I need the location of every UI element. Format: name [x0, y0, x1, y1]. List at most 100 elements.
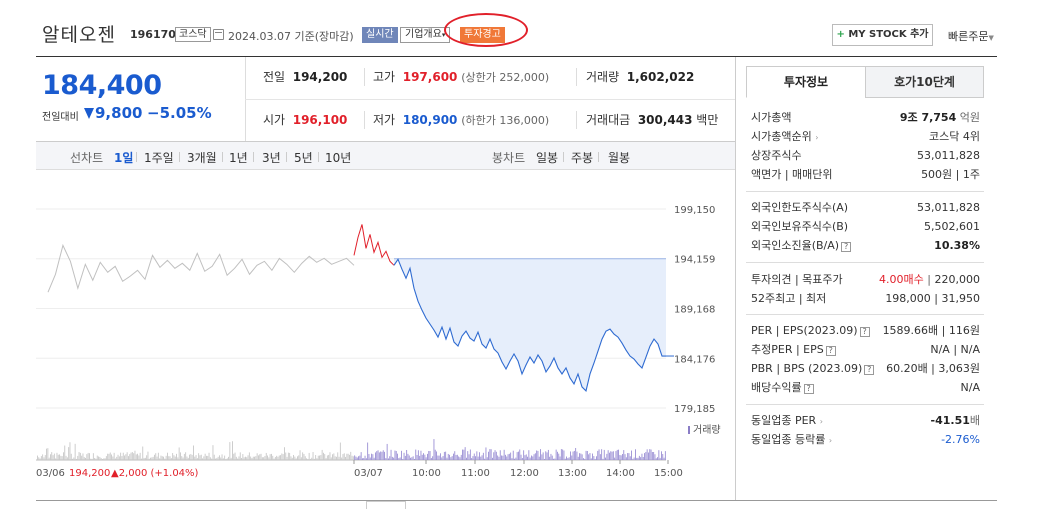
chevron-down-icon: ▼ [988, 34, 994, 42]
volume-bar [133, 453, 135, 460]
period-1d[interactable]: 1일 [114, 151, 134, 165]
help-icon[interactable]: ? [864, 365, 875, 375]
volume-bar [566, 456, 567, 460]
volume-bar [46, 448, 47, 460]
x-tick-label: 10:00 [412, 468, 441, 479]
volume-bar [406, 449, 408, 460]
help-icon[interactable]: ? [803, 384, 814, 394]
row-market-cap-rank[interactable]: 시가총액순위 › 코스닥 4위 [751, 130, 980, 143]
volume-bar [76, 458, 77, 460]
volume-bar [207, 455, 209, 460]
volume-bar [91, 458, 93, 460]
row-sector-change[interactable]: 동일업종 등락률 › -2.76% [751, 433, 980, 446]
volume-bar [351, 455, 353, 460]
tab-investment-info[interactable]: 투자정보 [746, 66, 866, 98]
period-10y[interactable]: 10년 [325, 151, 352, 165]
volume-bar [459, 457, 461, 460]
price-chart[interactable]: 199,150 194,159 189,168 184,176 179,185 03/0… [36, 180, 736, 509]
realtime-badge[interactable]: 실시간 [362, 27, 398, 43]
volume-bar [250, 456, 252, 460]
divider [364, 68, 365, 86]
volume-bar [575, 447, 577, 460]
volume-bar [460, 454, 462, 460]
volume-bar [152, 456, 154, 460]
volume-bar [308, 452, 310, 460]
volume-bar [254, 456, 255, 460]
volume-bar [649, 449, 651, 460]
volume-bar [56, 452, 58, 460]
volume-bar [87, 452, 89, 460]
volume-bar [83, 457, 85, 460]
volume-bar [193, 445, 194, 460]
add-mystock-button[interactable]: + MY STOCK 추가 [832, 24, 933, 46]
volume-bar [268, 457, 270, 460]
volume-bar [596, 456, 597, 460]
volume-bar [398, 458, 400, 460]
volume-bar [142, 446, 144, 460]
candle-monthly[interactable]: 월봉 [608, 151, 631, 165]
row-sector-per[interactable]: 동일업종 PER › -41.51배 [751, 414, 980, 427]
period-1y[interactable]: 1년 [229, 151, 248, 165]
stock-header: 알테오젠 196170 코스닥 2024.03.07 기준(장마감) 실시간 기… [0, 0, 1037, 54]
row-foreign-limit: 외국인한도주식수(A) 53,011,828 [751, 201, 980, 214]
volume-bar [122, 452, 124, 460]
volume-bar [176, 453, 177, 460]
volume-bar [590, 458, 592, 460]
chart-scroll-handle[interactable] [366, 501, 406, 509]
volume-bar [632, 458, 634, 460]
period-3y[interactable]: 3년 [262, 151, 281, 165]
period-5y[interactable]: 5년 [294, 151, 313, 165]
volume-bar [498, 456, 500, 460]
divider [318, 152, 319, 162]
volume-bar [295, 458, 297, 460]
y-tick-label: 179,185 [674, 404, 715, 415]
volume-bar [198, 453, 200, 460]
volume-bar [66, 457, 68, 460]
volume-bar [547, 449, 549, 460]
volume-bar [159, 458, 161, 460]
help-icon[interactable]: ? [841, 242, 852, 252]
volume-bar [611, 451, 613, 460]
divider [253, 152, 254, 162]
divider [36, 141, 736, 142]
volume-bar [432, 456, 434, 460]
x-tick-label: 03/07 [354, 468, 383, 479]
divider [286, 152, 287, 162]
volume-bar [385, 458, 387, 460]
volume-bar [89, 453, 90, 460]
volume-bar [230, 457, 232, 460]
volume-bar [274, 457, 276, 460]
volume-bar [627, 453, 629, 460]
quote-volume: 거래량 1,602,022 [586, 70, 695, 84]
volume-bar [146, 455, 148, 460]
volume-bar [245, 456, 246, 460]
tab-orderbook-10[interactable]: 호가10단계 [865, 66, 984, 98]
help-icon[interactable]: ? [859, 327, 870, 337]
company-overview-button[interactable]: 기업개요▾ [400, 27, 451, 43]
volume-bar [536, 450, 538, 460]
period-3m[interactable]: 3개월 [187, 151, 217, 165]
volume-bar [258, 455, 259, 460]
candle-weekly[interactable]: 주봉 [571, 151, 594, 165]
volume-bar [313, 458, 315, 460]
volume-bar [402, 458, 404, 460]
volume-bar [610, 451, 612, 460]
help-icon[interactable]: ? [825, 346, 836, 356]
period-1w[interactable]: 1주일 [144, 151, 174, 165]
candle-daily[interactable]: 일봉 [536, 151, 559, 165]
volume-bar [61, 456, 63, 460]
volume-bar [329, 452, 331, 460]
today-series-line-down [393, 258, 666, 392]
volume-bar [120, 452, 122, 460]
volume-bar [445, 451, 447, 460]
volume-bar [183, 453, 185, 460]
volume-bar [650, 449, 652, 460]
divider [36, 500, 997, 501]
volume-bar [619, 454, 621, 460]
quick-order-button[interactable]: 빠른주문▼ [948, 30, 994, 43]
quote-prev: 전일 194,200 [263, 70, 348, 84]
volume-bar [464, 447, 466, 460]
volume-bar [485, 447, 487, 460]
volume-bar [563, 450, 565, 460]
volume-bar [407, 453, 409, 460]
